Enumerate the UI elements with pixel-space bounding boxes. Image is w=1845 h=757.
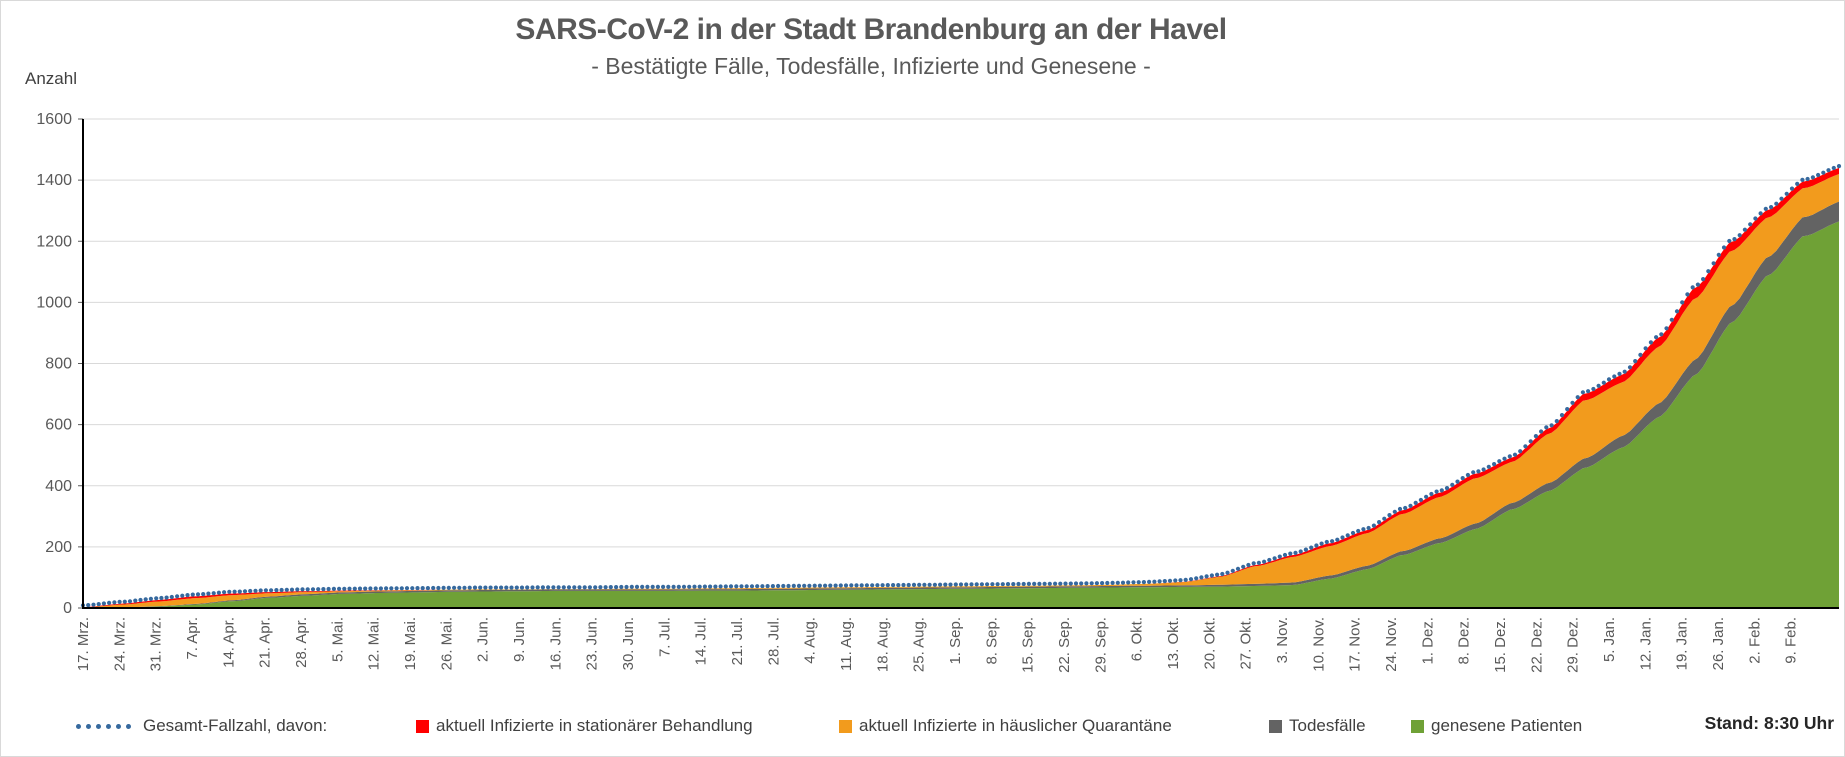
chart-title: SARS-CoV-2 in der Stadt Brandenburg an d… [515,13,1227,46]
legend-swatch-hospitalized [416,719,429,733]
x-tick-label: 8. Dez. [1456,617,1473,665]
chart-subtitle: - Bestätigte Fälle, Todesfälle, Infizier… [591,53,1151,79]
x-tick-label: 10. Nov. [1310,617,1327,672]
legend-label-hospitalized: aktuell Infizierte in stationärer Behand… [436,716,753,735]
x-tick-label: 26. Jan. [1710,617,1727,670]
x-tick-label: 19. Jan. [1674,617,1691,670]
x-tick-label: 5. Jan. [1601,617,1618,662]
y-tick-label: 1600 [36,111,72,128]
x-tick-label: 14. Jul. [693,617,710,665]
legend-item-total: Gesamt-Fallzahl, davon: [76,713,327,739]
series-area-0 [83,221,1839,608]
title-block: SARS-CoV-2 in der Stadt Brandenburg an d… [1,13,1741,80]
x-tick-label: 24. Nov. [1383,617,1400,672]
legend-item-hospitalized: aktuell Infizierte in stationärer Behand… [416,713,753,739]
y-tick-label: 1000 [36,294,72,311]
y-tick-label: 0 [63,600,72,617]
x-tick-label: 29. Dez. [1565,617,1582,673]
x-tick-label: 8. Sep. [983,617,1000,665]
x-tick-labels: 17. Mrz. 24. Mrz. 31. Mrz. 7. Apr. 14. Apr. 2… [75,617,1800,673]
x-tick-label: 17. Mrz. [75,617,92,671]
x-tick-label: 30. Jun. [620,617,637,670]
legend-swatch-deaths [1269,719,1282,733]
x-tick-label: 7. Jul. [656,617,673,657]
x-tick-label: 25. Aug. [911,617,928,672]
legend-item-quarantine: aktuell Infizierte in häuslicher Quarant… [839,713,1172,739]
x-tick-label: 29. Sep. [1092,617,1109,673]
x-tick-label: 11. Aug. [838,617,855,671]
x-tick-label: 27. Okt. [1238,617,1255,670]
legend-label-quarantine: aktuell Infizierte in häuslicher Quarant… [859,716,1172,735]
x-tick-label: 3. Nov. [1274,617,1291,663]
legend-item-deaths: Todesfälle [1269,713,1366,739]
y-tick-label: 1200 [36,233,72,250]
x-tick-label: 5. Mai. [329,617,346,662]
x-tick-label: 2. Feb. [1746,617,1763,664]
x-tick-label: 15. Dez. [1492,617,1509,673]
chart-legend: Gesamt-Fallzahl, davon: aktuell Infizier… [1,713,1844,747]
x-tick-label: 12. Mai. [366,617,383,670]
x-tick-label: 15. Sep. [1020,617,1037,673]
y-axis-title: Anzahl [25,69,77,88]
x-tick-label: 24. Mrz. [111,617,128,671]
legend-label-deaths: Todesfälle [1289,716,1366,735]
y-tick-label: 1400 [36,172,72,189]
x-tick-label: 4. Aug. [802,617,819,664]
x-tick-label: 17. Nov. [1347,617,1364,672]
legend-swatch-quarantine [839,719,852,733]
y-tick-label: 800 [45,356,72,373]
x-tick-label: 28. Apr. [293,617,310,668]
x-tick-label: 31. Mrz. [148,617,165,671]
x-tick-label: 14. Apr. [220,617,237,668]
x-tick-label: 23. Jun. [584,617,601,670]
legend-swatch-recovered [1411,719,1424,733]
x-tick-label: 6. Okt. [1129,617,1146,661]
y-tick-label: 600 [45,417,72,434]
status-note: Stand: 8:30 Uhr [1704,713,1834,733]
y-tick-label: 200 [45,539,72,556]
x-tick-label: 19. Mai. [402,617,419,670]
x-tick-label: 7. Apr. [184,617,201,660]
legend-item-recovered: genesene Patienten [1411,713,1582,739]
total-dotted-line-swatch [76,723,131,729]
x-tick-label: 1. Dez. [1419,617,1436,665]
x-tick-label: 9. Feb. [1783,617,1800,664]
x-tick-label: 18. Aug. [874,617,891,672]
x-tick-label: 20. Okt. [1201,617,1218,670]
x-tick-label: 2. Jun. [475,617,492,662]
x-tick-label: 28. Jul. [765,617,782,665]
x-tick-label: 9. Jun. [511,617,528,662]
x-tick-label: 16. Jun. [547,617,564,670]
x-tick-label: 26. Mai. [438,617,455,670]
x-tick-label: 21. Jul. [729,617,746,665]
x-tick-label: 1. Sep. [947,617,964,665]
y-tick-label: 400 [45,478,72,495]
x-tick-label: 22. Dez. [1528,617,1545,673]
x-tick-label: 12. Jan. [1637,617,1654,670]
x-tick-label: 21. Apr. [257,617,274,668]
x-tick-label: 22. Sep. [1056,617,1073,673]
x-tick-label: 13. Okt. [1165,617,1182,670]
legend-label-recovered: genesene Patienten [1431,716,1583,735]
legend-label-total: Gesamt-Fallzahl, davon: [143,716,328,735]
total-dotted-line [80,164,1842,608]
